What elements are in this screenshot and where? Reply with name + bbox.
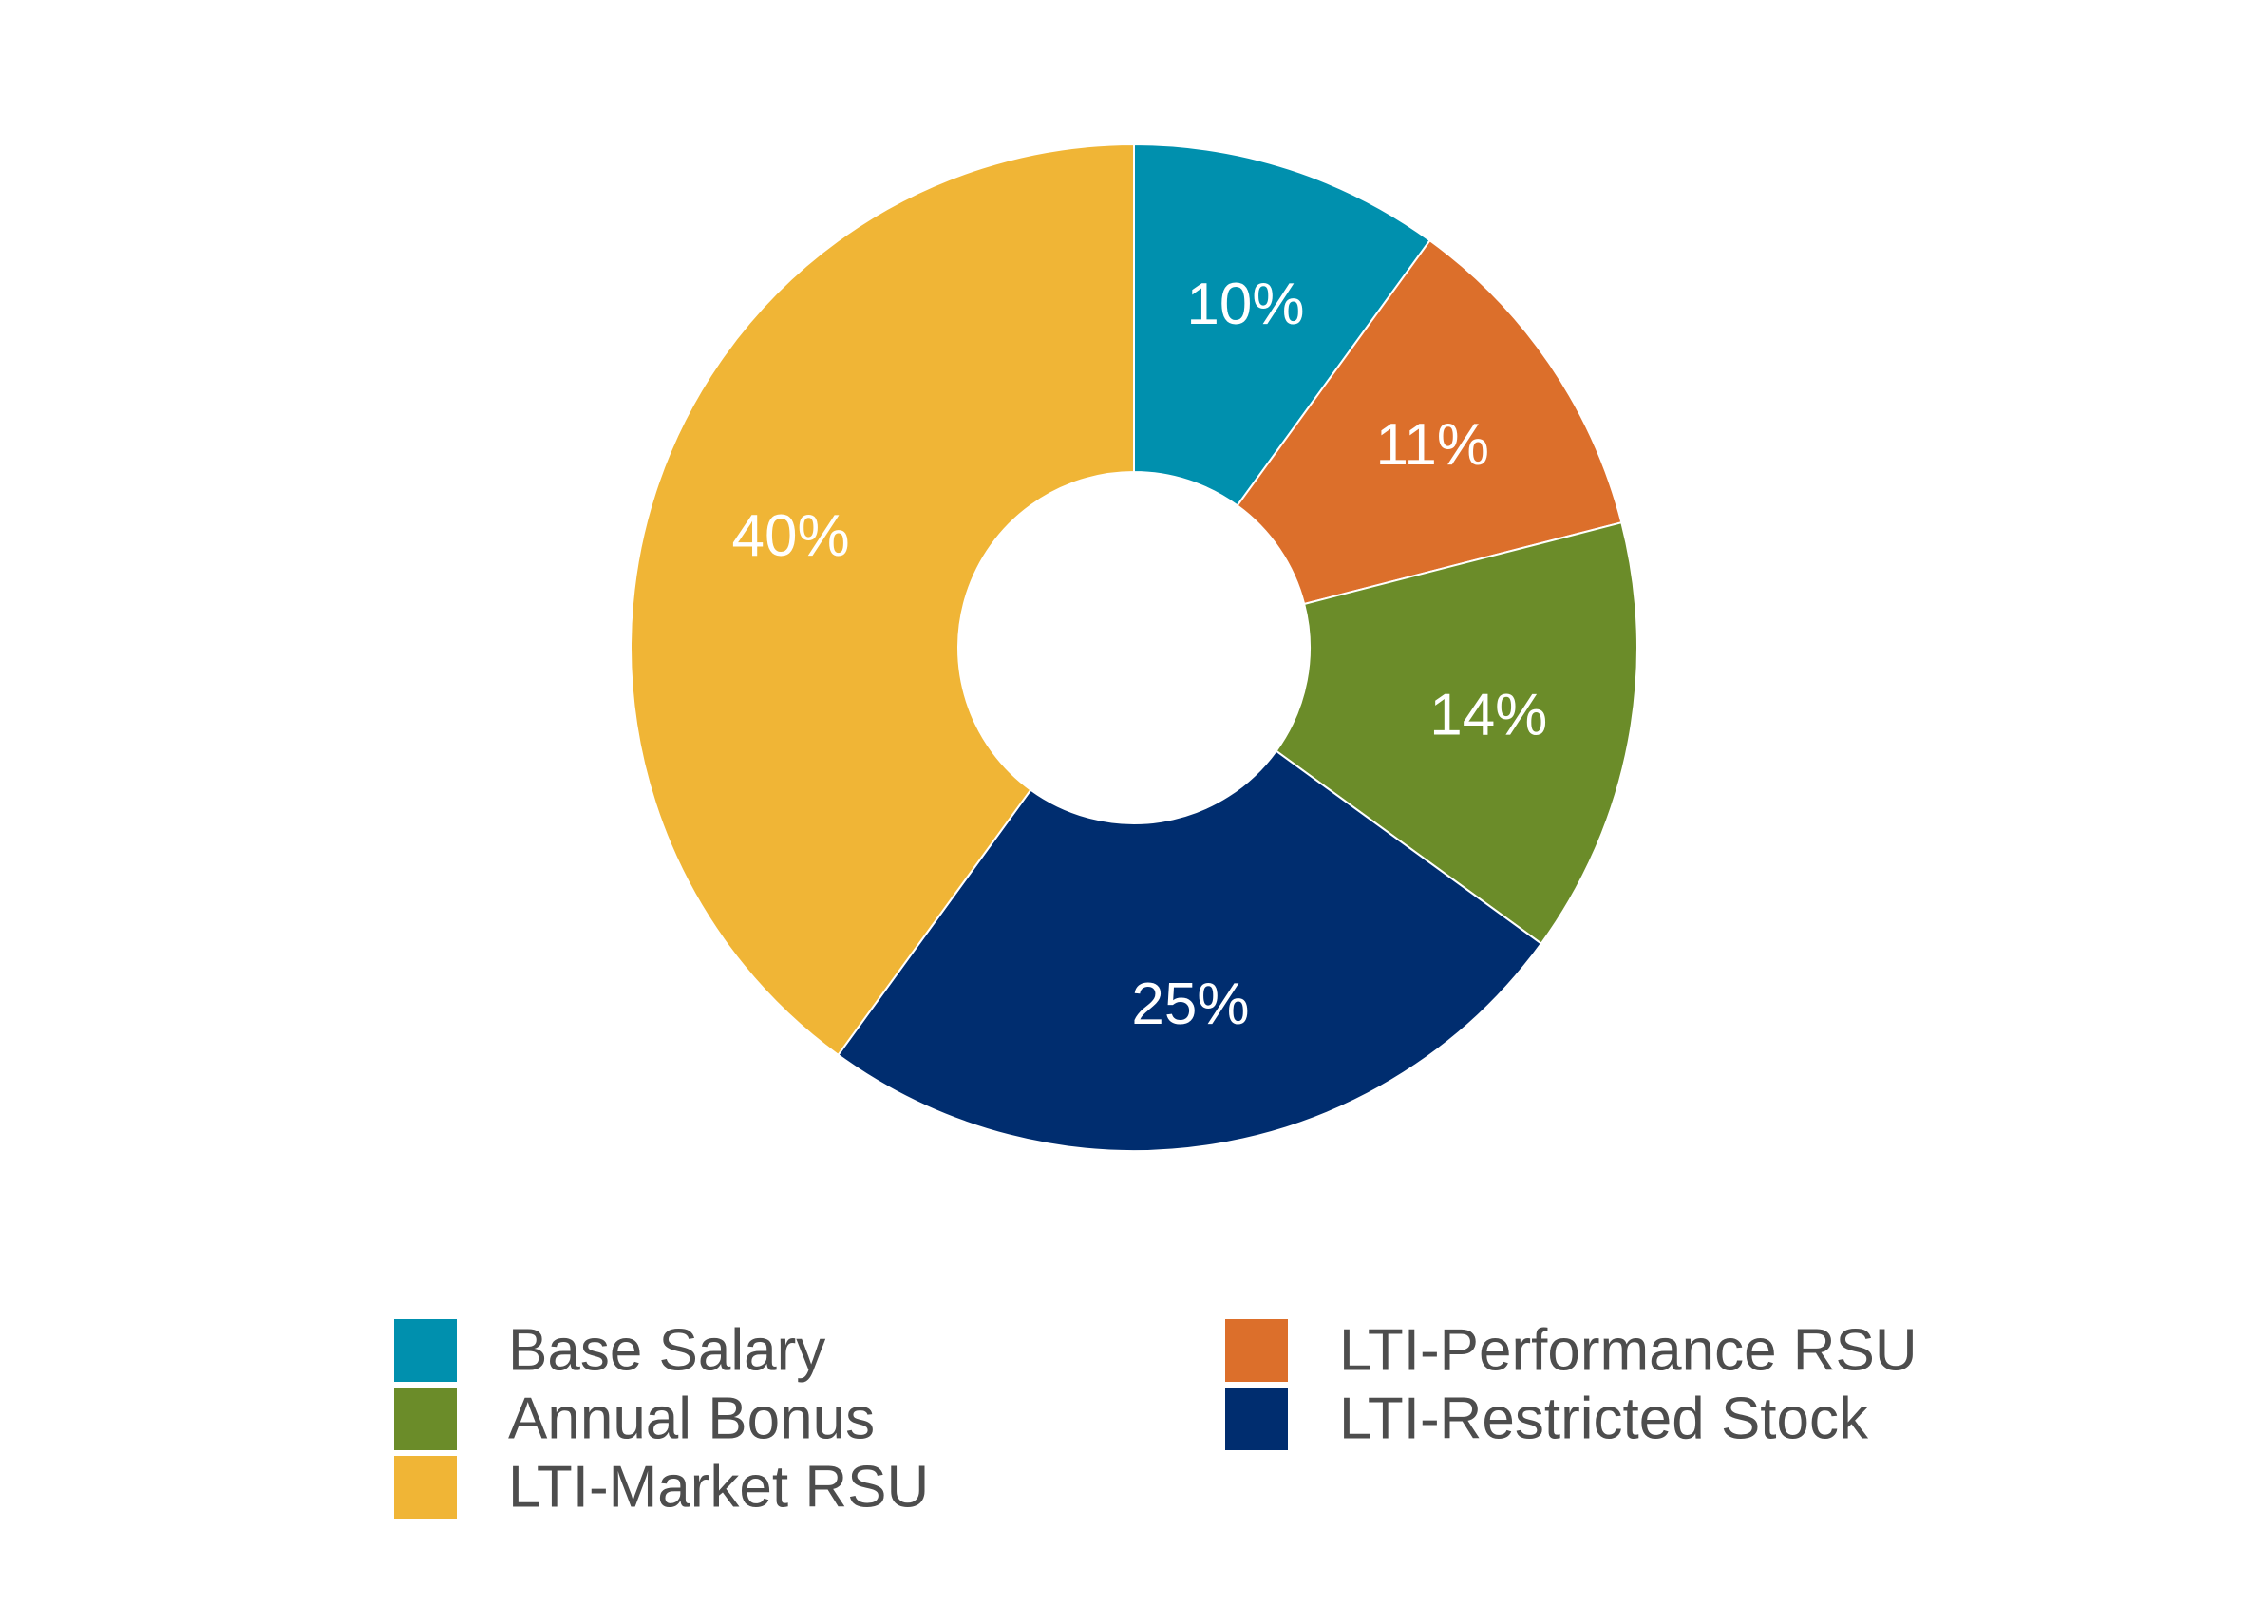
slice-label-lti-market-rsu: 40% <box>732 503 850 569</box>
slice-label-annual-bonus: 14% <box>1429 683 1547 748</box>
legend-swatch-lti-market-rsu <box>394 1456 457 1519</box>
legend-swatch-base-salary <box>394 1319 457 1382</box>
legend-item-lti-performance-rsu: LTI-Performance RSU <box>1225 1318 1918 1384</box>
legend-label-annual-bonus: Annual Bonus <box>508 1387 875 1452</box>
legend-swatch-lti-restricted-stock <box>1225 1388 1288 1450</box>
legend-label-lti-market-rsu: LTI-Market RSU <box>508 1455 929 1520</box>
legend-item-lti-market-rsu: LTI-Market RSU <box>394 1455 929 1520</box>
slice-lti-performance-rsu <box>1236 238 1623 606</box>
legend-swatch-lti-performance-rsu <box>1225 1319 1288 1382</box>
donut-slices <box>630 142 1638 1152</box>
legend-label-lti-restricted-stock: LTI-Restricted Stock <box>1339 1387 1869 1452</box>
slice-labels: 10% 11% 14% 25% 40% <box>732 272 1548 1037</box>
legend-item-lti-restricted-stock: LTI-Restricted Stock <box>1225 1387 1869 1452</box>
slice-label-lti-performance-rsu: 11% <box>1376 412 1490 478</box>
slice-lti-market-rsu <box>630 142 1135 1057</box>
legend-item-annual-bonus: Annual Bonus <box>394 1387 875 1452</box>
legend-item-base-salary: Base Salary <box>394 1318 825 1384</box>
slice-lti-restricted-stock <box>837 749 1543 1152</box>
legend-swatch-annual-bonus <box>394 1388 457 1450</box>
legend-label-base-salary: Base Salary <box>508 1318 825 1384</box>
slice-base-salary <box>1133 142 1431 507</box>
slice-annual-bonus <box>1275 520 1638 945</box>
slice-label-base-salary: 10% <box>1186 272 1304 337</box>
slice-label-lti-restricted-stock: 25% <box>1131 972 1249 1037</box>
legend-label-lti-performance-rsu: LTI-Performance RSU <box>1339 1318 1918 1384</box>
